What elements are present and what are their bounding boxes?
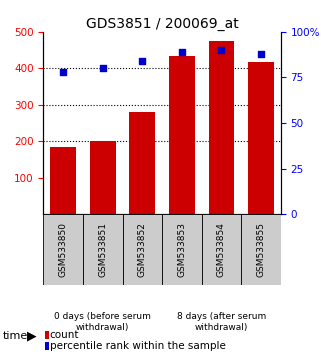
Bar <box>123 214 162 285</box>
Point <box>179 49 185 55</box>
Bar <box>248 62 274 214</box>
Title: GDS3851 / 200069_at: GDS3851 / 200069_at <box>86 17 239 31</box>
Bar <box>129 112 155 214</box>
Bar <box>162 214 202 285</box>
Text: 8 days (after serum
withdrawal): 8 days (after serum withdrawal) <box>177 313 266 332</box>
Bar <box>50 147 76 214</box>
Text: percentile rank within the sample: percentile rank within the sample <box>49 341 225 351</box>
Bar <box>209 41 234 214</box>
Text: 0 days (before serum
withdrawal): 0 days (before serum withdrawal) <box>54 313 151 332</box>
Text: GSM533850: GSM533850 <box>59 222 68 277</box>
Text: GSM533853: GSM533853 <box>178 222 187 277</box>
Bar <box>43 214 83 285</box>
Text: GSM533854: GSM533854 <box>217 222 226 277</box>
Bar <box>169 56 195 214</box>
Text: GSM533852: GSM533852 <box>138 222 147 277</box>
Text: time: time <box>3 331 29 341</box>
Point <box>219 47 224 53</box>
Bar <box>202 214 241 285</box>
Point <box>100 65 105 71</box>
Point <box>140 58 145 64</box>
Bar <box>83 214 123 285</box>
Text: GSM533855: GSM533855 <box>256 222 265 277</box>
Bar <box>241 214 281 285</box>
Point <box>61 69 66 75</box>
Text: ▶: ▶ <box>27 330 36 343</box>
Point <box>258 51 264 57</box>
Bar <box>90 141 116 214</box>
Text: GSM533851: GSM533851 <box>98 222 107 277</box>
Text: count: count <box>49 330 79 340</box>
